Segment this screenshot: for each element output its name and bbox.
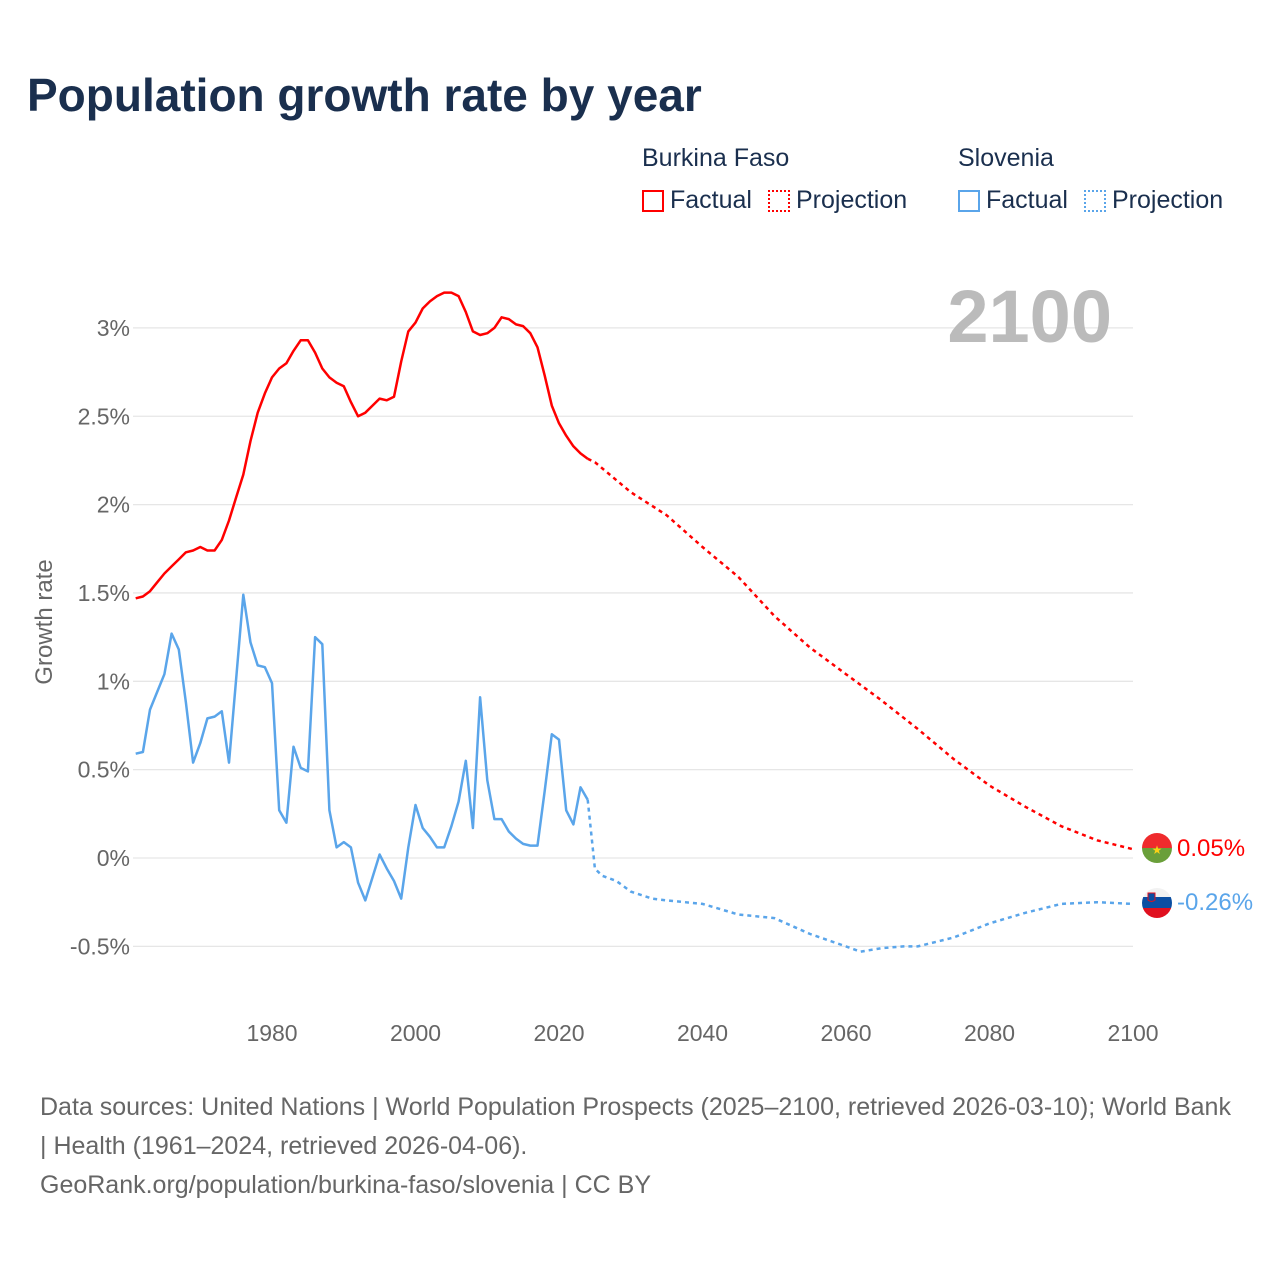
burkina-faso-flag-icon: ★	[1142, 833, 1172, 863]
slovenia-end-label: -0.26%	[1177, 889, 1253, 916]
burkina-faso-factual-line	[135, 291, 589, 600]
x-tick-label: 1980	[246, 1020, 297, 1046]
source-link[interactable]: GeoRank.org/population/burkina-faso/slov…	[40, 1171, 651, 1199]
data-sources: Data sources: United Nations | World Pop…	[40, 1093, 1231, 1160]
svg-text:★: ★	[1152, 843, 1163, 857]
chart-title: Population growth rate by year	[27, 69, 702, 121]
legend-label: Projection	[795, 186, 908, 214]
x-axis-ticks: 1980 2000 2020 2040 2060 2080 2100	[246, 1020, 1158, 1046]
y-axis-ticks: -0.5% 0% 0.5% 1% 1.5% 2% 2.5% 3%	[70, 315, 130, 959]
legend-label: Factual	[986, 186, 1068, 214]
y-tick-label: 1%	[97, 668, 130, 694]
x-tick-label: 2100	[1107, 1020, 1158, 1046]
slovenia-factual-line	[135, 593, 589, 902]
y-tick-label: 1.5%	[78, 580, 130, 606]
burkina-faso-projection-line	[587, 457, 1134, 851]
y-tick-label: 0.5%	[78, 757, 130, 783]
legend-swatch-dotted	[1083, 189, 1106, 212]
legend-swatch-solid	[958, 189, 980, 212]
footer: Data sources: United Nations | World Pop…	[40, 1088, 1240, 1205]
legend-swatch-solid	[642, 189, 664, 212]
legend-item-factual[interactable]: Factual	[958, 186, 1068, 215]
year-label: 2100	[947, 275, 1112, 358]
y-axis-label: Growth rate	[31, 559, 58, 684]
y-tick-label: -0.5%	[70, 933, 130, 959]
y-tick-label: 0%	[97, 845, 130, 871]
legend-item-projection[interactable]: Projection	[1083, 186, 1224, 215]
x-tick-label: 2040	[677, 1020, 728, 1046]
y-tick-label: 2.5%	[78, 403, 130, 429]
legend-swatch-dotted	[767, 189, 790, 212]
gridlines	[133, 327, 1133, 947]
legend-item-projection[interactable]: Projection	[767, 186, 908, 215]
legend-label: Factual	[670, 186, 752, 214]
y-tick-label: 2%	[97, 492, 130, 518]
series-lines	[135, 291, 1134, 953]
line-chart: -0.5% 0% 0.5% 1% 1.5% 2% 2.5% 3% 1980 2000 2020 20…	[31, 275, 1253, 1046]
legend-item-factual[interactable]: Factual	[642, 186, 752, 215]
legend-burkina-faso: Burkina Faso Factual Projection	[642, 144, 907, 215]
y-tick-label: 3%	[97, 315, 130, 341]
burkina-faso-end-label: 0.05%	[1177, 835, 1245, 862]
x-tick-label: 2020	[533, 1020, 584, 1046]
legend-label: Projection	[1111, 186, 1224, 214]
legend-slovenia: Slovenia Factual Projection	[958, 144, 1223, 215]
slovenia-projection-line	[586, 799, 1134, 953]
legend-group-name: Slovenia	[958, 144, 1054, 172]
x-tick-label: 2000	[390, 1020, 441, 1046]
x-tick-label: 2060	[820, 1020, 871, 1046]
x-tick-label: 2080	[964, 1020, 1015, 1046]
slovenia-flag-icon	[1142, 888, 1172, 918]
legend-group-name: Burkina Faso	[642, 144, 790, 172]
